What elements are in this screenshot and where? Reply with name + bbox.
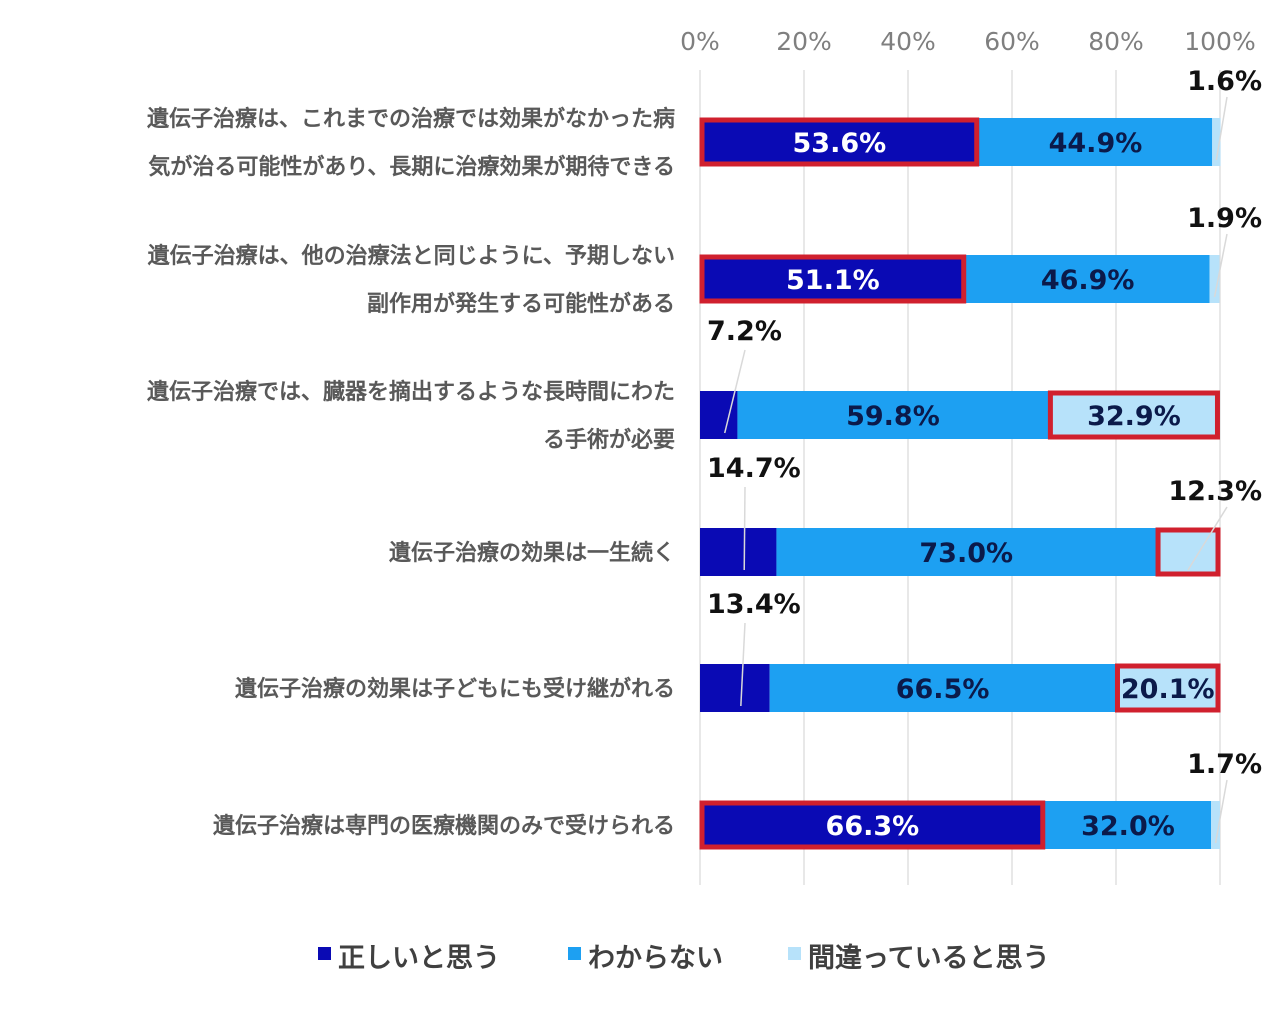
legend-swatch xyxy=(568,947,581,960)
legend-label: わからない xyxy=(588,943,723,974)
data-label: 53.6% xyxy=(793,128,887,159)
x-tick-label: 100% xyxy=(1184,27,1255,56)
data-label: 7.2% xyxy=(707,316,782,347)
category-label: 気が治る可能性があり、長期に治療効果が期待できる xyxy=(148,154,675,180)
bar-segment xyxy=(1048,391,1220,439)
bar-segment xyxy=(769,664,1116,712)
highlight-box xyxy=(699,254,967,304)
data-label: 73.0% xyxy=(919,538,1013,569)
leader-line xyxy=(1214,779,1228,844)
category-label: 遺伝子治療の効果は一生続く xyxy=(389,540,675,566)
x-tick-label: 20% xyxy=(776,27,832,56)
bar-segment xyxy=(1212,118,1221,166)
category-label: 遺伝子治療は、他の治療法と同じように、予期しない xyxy=(148,243,675,269)
legend-swatch xyxy=(788,947,801,960)
legend-label: 正しいと思う xyxy=(338,943,500,974)
leader-line xyxy=(1213,233,1228,298)
data-label: 20.1% xyxy=(1121,674,1215,705)
x-tick-label: 40% xyxy=(880,27,936,56)
bar-segment xyxy=(700,255,966,303)
data-label: 32.9% xyxy=(1087,401,1181,432)
category-label: 遺伝子治療では、臓器を摘出するような長時間にわた xyxy=(147,379,675,405)
highlight-box xyxy=(1114,663,1221,713)
category-label: 遺伝子治療は専門の医療機関のみで受けられる xyxy=(213,813,675,839)
data-label: 1.9% xyxy=(1187,203,1262,234)
bar-segment xyxy=(700,118,979,166)
bar-segment xyxy=(776,528,1157,576)
data-label: 12.3% xyxy=(1168,476,1262,507)
data-label: 44.9% xyxy=(1049,128,1143,159)
data-label: 59.8% xyxy=(846,401,940,432)
x-tick-label: 80% xyxy=(1088,27,1144,56)
legend-label: 間違っていると思う xyxy=(808,943,1050,974)
highlight-box xyxy=(699,117,980,167)
category-label: 副作用が発生する可能性がある xyxy=(367,291,675,317)
legend-swatch xyxy=(318,947,331,960)
bar-segment xyxy=(700,528,777,576)
data-label: 13.4% xyxy=(707,589,801,620)
bar-segment xyxy=(737,391,1049,439)
bar-segment xyxy=(1115,664,1220,712)
leader-line xyxy=(1187,506,1228,571)
data-label: 46.9% xyxy=(1041,265,1135,296)
leader-line xyxy=(1215,96,1228,161)
leader-line xyxy=(723,349,746,434)
bar-segment xyxy=(1211,801,1220,849)
x-tick-label: 60% xyxy=(984,27,1040,56)
bar-segment xyxy=(700,391,738,439)
bar-segment xyxy=(978,118,1213,166)
data-label: 66.5% xyxy=(896,674,990,705)
highlight-box xyxy=(699,800,1046,850)
data-label: 66.3% xyxy=(826,811,920,842)
category-label: 遺伝子治療の効果は子どもにも受け継がれる xyxy=(235,676,675,702)
data-label: 51.1% xyxy=(786,265,880,296)
x-tick-label: 0% xyxy=(680,27,720,56)
highlight-box xyxy=(1155,527,1221,577)
bar-segment xyxy=(965,255,1210,303)
data-label: 1.6% xyxy=(1187,66,1262,97)
data-label: 1.7% xyxy=(1187,749,1262,780)
highlight-box xyxy=(1047,390,1220,440)
data-label: 14.7% xyxy=(707,453,801,484)
bar-segment xyxy=(1044,801,1212,849)
leader-line xyxy=(740,622,746,707)
category-label: る手術が必要 xyxy=(543,427,675,453)
bar-segment xyxy=(700,801,1045,849)
bar-segment xyxy=(700,664,770,712)
bar-segment xyxy=(1209,255,1220,303)
data-label: 32.0% xyxy=(1081,811,1175,842)
category-label: 遺伝子治療は、これまでの治療では効果がなかった病 xyxy=(147,106,675,132)
leader-line xyxy=(743,486,746,571)
